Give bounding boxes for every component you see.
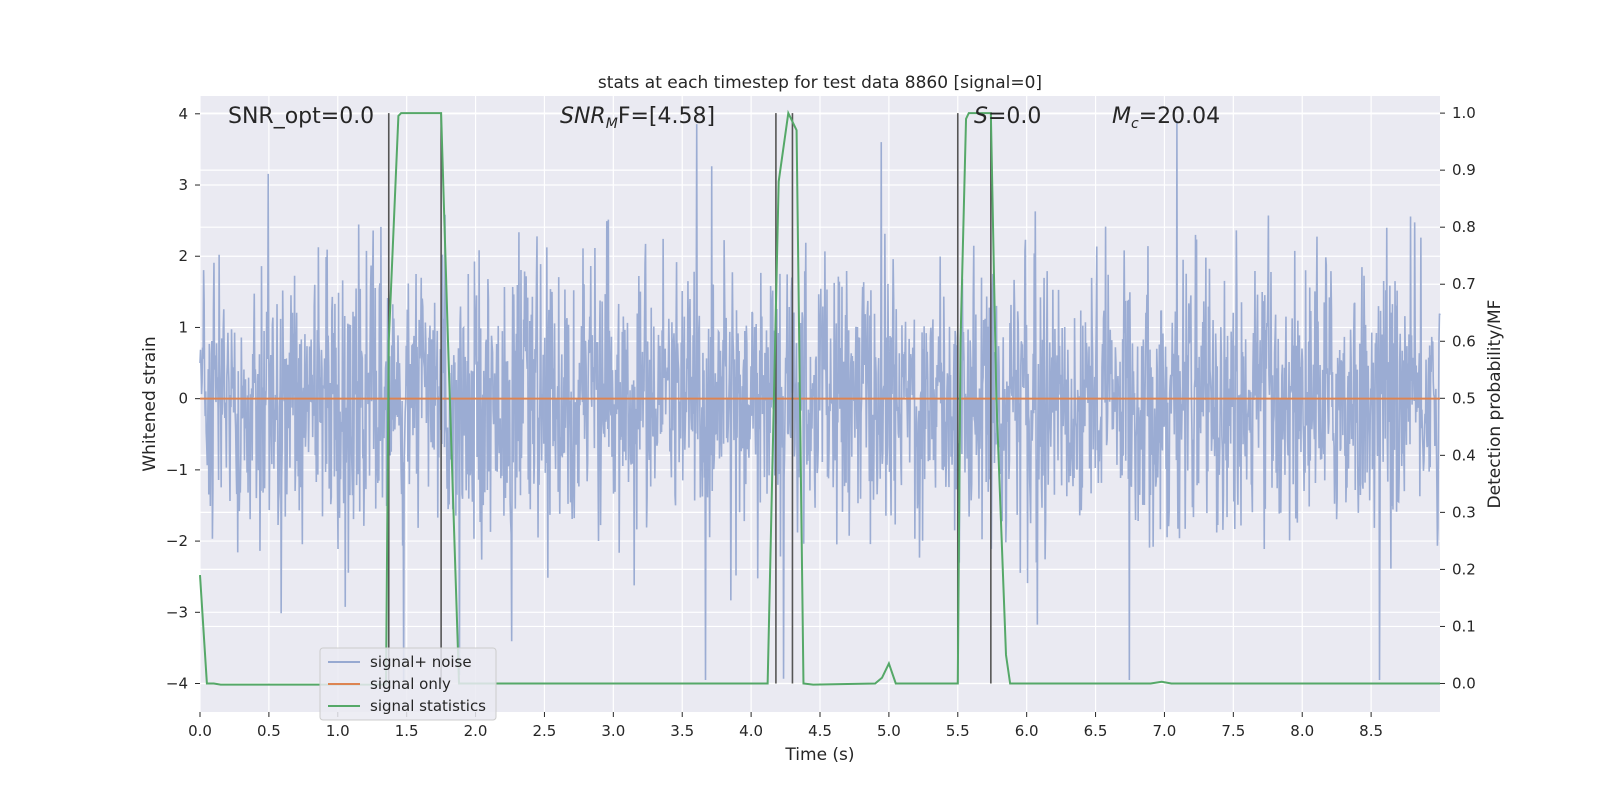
legend-label-noise: signal+ noise: [370, 653, 472, 671]
y-axis-label-left: Whitened strain: [140, 336, 160, 471]
x-tick-label: 3.0: [601, 722, 625, 740]
y-left-tick-label: 4: [178, 105, 188, 123]
series-signal-noise: [199, 120, 1441, 680]
legend-label-stat: signal statistics: [370, 697, 486, 715]
x-axis-label: Time (s): [784, 745, 854, 765]
x-tick-label: 0.5: [257, 722, 281, 740]
y-left-tick-label: −2: [166, 532, 188, 550]
y-right-tick-label: 0.6: [1452, 332, 1476, 350]
legend-label-signal: signal only: [370, 675, 451, 693]
x-tick-label: 7.5: [1221, 722, 1245, 740]
y-axis-label-right: Detection probability/MF: [1485, 300, 1505, 509]
y-right-tick-label: 0.1: [1452, 617, 1476, 635]
y-right-tick-label: 1.0: [1452, 104, 1476, 122]
x-tick-label: 6.5: [1084, 722, 1108, 740]
y-left-tick-label: −3: [166, 603, 188, 621]
y-right-tick-label: 0.9: [1452, 161, 1476, 179]
x-tick-label: 8.5: [1359, 722, 1383, 740]
x-tick-label: 0.0: [188, 722, 212, 740]
y-left-tick-label: 1: [178, 318, 188, 336]
annotation-snr-opt: SNR_opt=0.0: [228, 104, 374, 129]
y-right-tick-label: 0.5: [1452, 389, 1476, 407]
x-tick-label: 2.0: [464, 722, 488, 740]
annotation-mc: Mc=20.04: [1112, 104, 1220, 132]
x-tick-label: 4.5: [808, 722, 832, 740]
x-tick-label: 3.5: [670, 722, 694, 740]
signal-statistics-line: [199, 109, 1440, 686]
x-tick-label: 8.0: [1290, 722, 1314, 740]
y-left-tick-label: 3: [178, 176, 188, 194]
x-tick-label: 5.5: [946, 722, 970, 740]
tick-labels: 0.0 0.5 1.0 1.5 2.0 2.5 3.0 3.5 4.0 4.5 5.0 5.5 6.0 6…: [166, 104, 1476, 740]
y-right-tick-label: 0.0: [1452, 674, 1476, 692]
y-right-tick-label: 0.3: [1452, 503, 1476, 521]
y-right-tick-label: 0.2: [1452, 560, 1476, 578]
series-signal-statistics: [199, 109, 1440, 686]
noise-line: [199, 120, 1441, 680]
x-tick-label: 1.0: [326, 722, 350, 740]
y-left-tick-label: 2: [178, 247, 188, 265]
x-tick-label: 7.0: [1153, 722, 1177, 740]
x-tick-label: 5.0: [877, 722, 901, 740]
legend: signal+ noise signal only signal statist…: [319, 647, 497, 721]
annotation-snr-mf: SNRMF=[4.58]: [560, 104, 715, 132]
chart-title: stats at each timestep for test data 886…: [598, 73, 1042, 93]
x-tick-label: 4.0: [739, 722, 763, 740]
y-left-tick-label: 0: [178, 390, 188, 408]
x-tick-label: 1.5: [395, 722, 419, 740]
legend-box: [319, 647, 497, 721]
x-tick-label: 6.0: [1015, 722, 1039, 740]
y-right-tick-label: 0.7: [1452, 275, 1476, 293]
y-left-tick-label: −4: [166, 675, 188, 693]
y-left-tick-label: −1: [166, 461, 188, 479]
annotation-s: S=0.0: [974, 104, 1041, 129]
y-right-tick-label: 0.8: [1452, 218, 1476, 236]
y-right-tick-label: 0.4: [1452, 446, 1476, 464]
x-tick-label: 2.5: [533, 722, 557, 740]
